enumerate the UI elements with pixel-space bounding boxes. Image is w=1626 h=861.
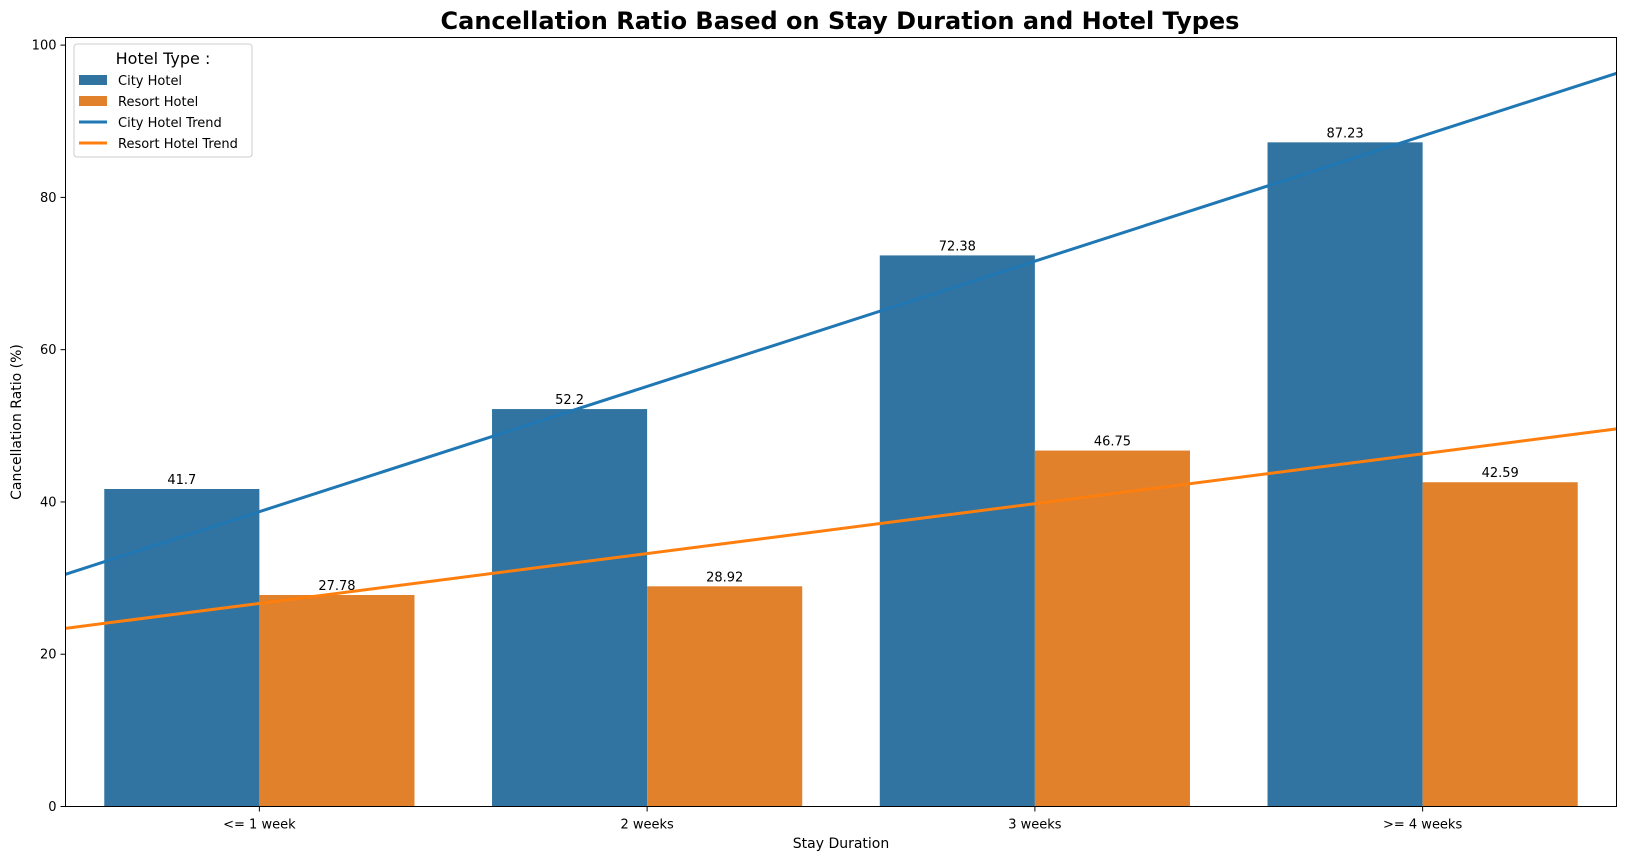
- bar-value-label: 28.92: [706, 570, 743, 585]
- bar-city-hotel-2: [879, 255, 1035, 807]
- bar-city-hotel-3: [1267, 142, 1423, 807]
- plot-frame: [65, 37, 1617, 807]
- y-tick-label: 100: [32, 39, 57, 54]
- y-tick-label: 40: [40, 495, 57, 510]
- y-axis: 0 20 40 60 80 100: [32, 39, 66, 815]
- legend-label: City Hotel: [118, 74, 182, 89]
- bar-value-label: 46.75: [1094, 435, 1131, 450]
- bar-city-hotel-1: [492, 409, 648, 807]
- bar-value-label: 42.59: [1482, 466, 1519, 481]
- legend-swatch: [79, 96, 107, 106]
- legend-swatch: [79, 75, 107, 85]
- bar-value-label: 52.2: [555, 393, 584, 408]
- x-axis-label: Stay Duration: [793, 836, 890, 852]
- legend-label: Resort Hotel: [118, 95, 198, 110]
- bar-city-hotel-0: [104, 489, 260, 807]
- legend-items: City Hotel Resort Hotel City Hotel Trend Re…: [79, 74, 238, 152]
- bar-resort-hotel-1: [647, 586, 803, 807]
- x-tick-label: >= 4 weeks: [1383, 818, 1462, 833]
- x-tick-label: 2 weeks: [620, 818, 674, 833]
- x-tick-label: <= 1 week: [223, 818, 296, 833]
- y-tick-label: 0: [48, 800, 56, 815]
- legend-label: Resort Hotel Trend: [118, 137, 238, 152]
- x-axis: <= 1 week 2 weeks 3 weeks >= 4 weeks: [223, 806, 1462, 833]
- bar-resort-hotel-0: [259, 594, 415, 807]
- legend-box: [73, 43, 253, 158]
- bar-resort-hotel-3: [1422, 482, 1578, 807]
- bar-value-label: 27.78: [318, 579, 355, 594]
- y-tick-label: 80: [40, 191, 57, 206]
- trend-line-resort-hotel-trend: [65, 427, 1617, 630]
- bar-value-label: 72.38: [939, 239, 976, 254]
- y-axis-label: Cancellation Ratio (%): [9, 344, 25, 500]
- legend-title: Hotel Type :: [116, 49, 211, 68]
- y-tick-label: 20: [40, 648, 57, 663]
- legend-label: City Hotel Trend: [118, 116, 222, 131]
- x-tick-label: 3 weeks: [1008, 818, 1062, 833]
- bar-value-label: 87.23: [1326, 126, 1363, 141]
- y-tick-label: 60: [40, 343, 57, 358]
- trend-line-city-hotel-trend: [65, 71, 1617, 576]
- chart-title: Cancellation Ratio Based on Stay Duratio…: [441, 7, 1240, 35]
- bar-resort-hotel-2: [1034, 450, 1190, 807]
- plot-area: 41.7 52.2 72.38 87.23 27.78 28.92 46.75 42.59: [65, 71, 1617, 807]
- bar-value-label: 41.7: [167, 473, 196, 488]
